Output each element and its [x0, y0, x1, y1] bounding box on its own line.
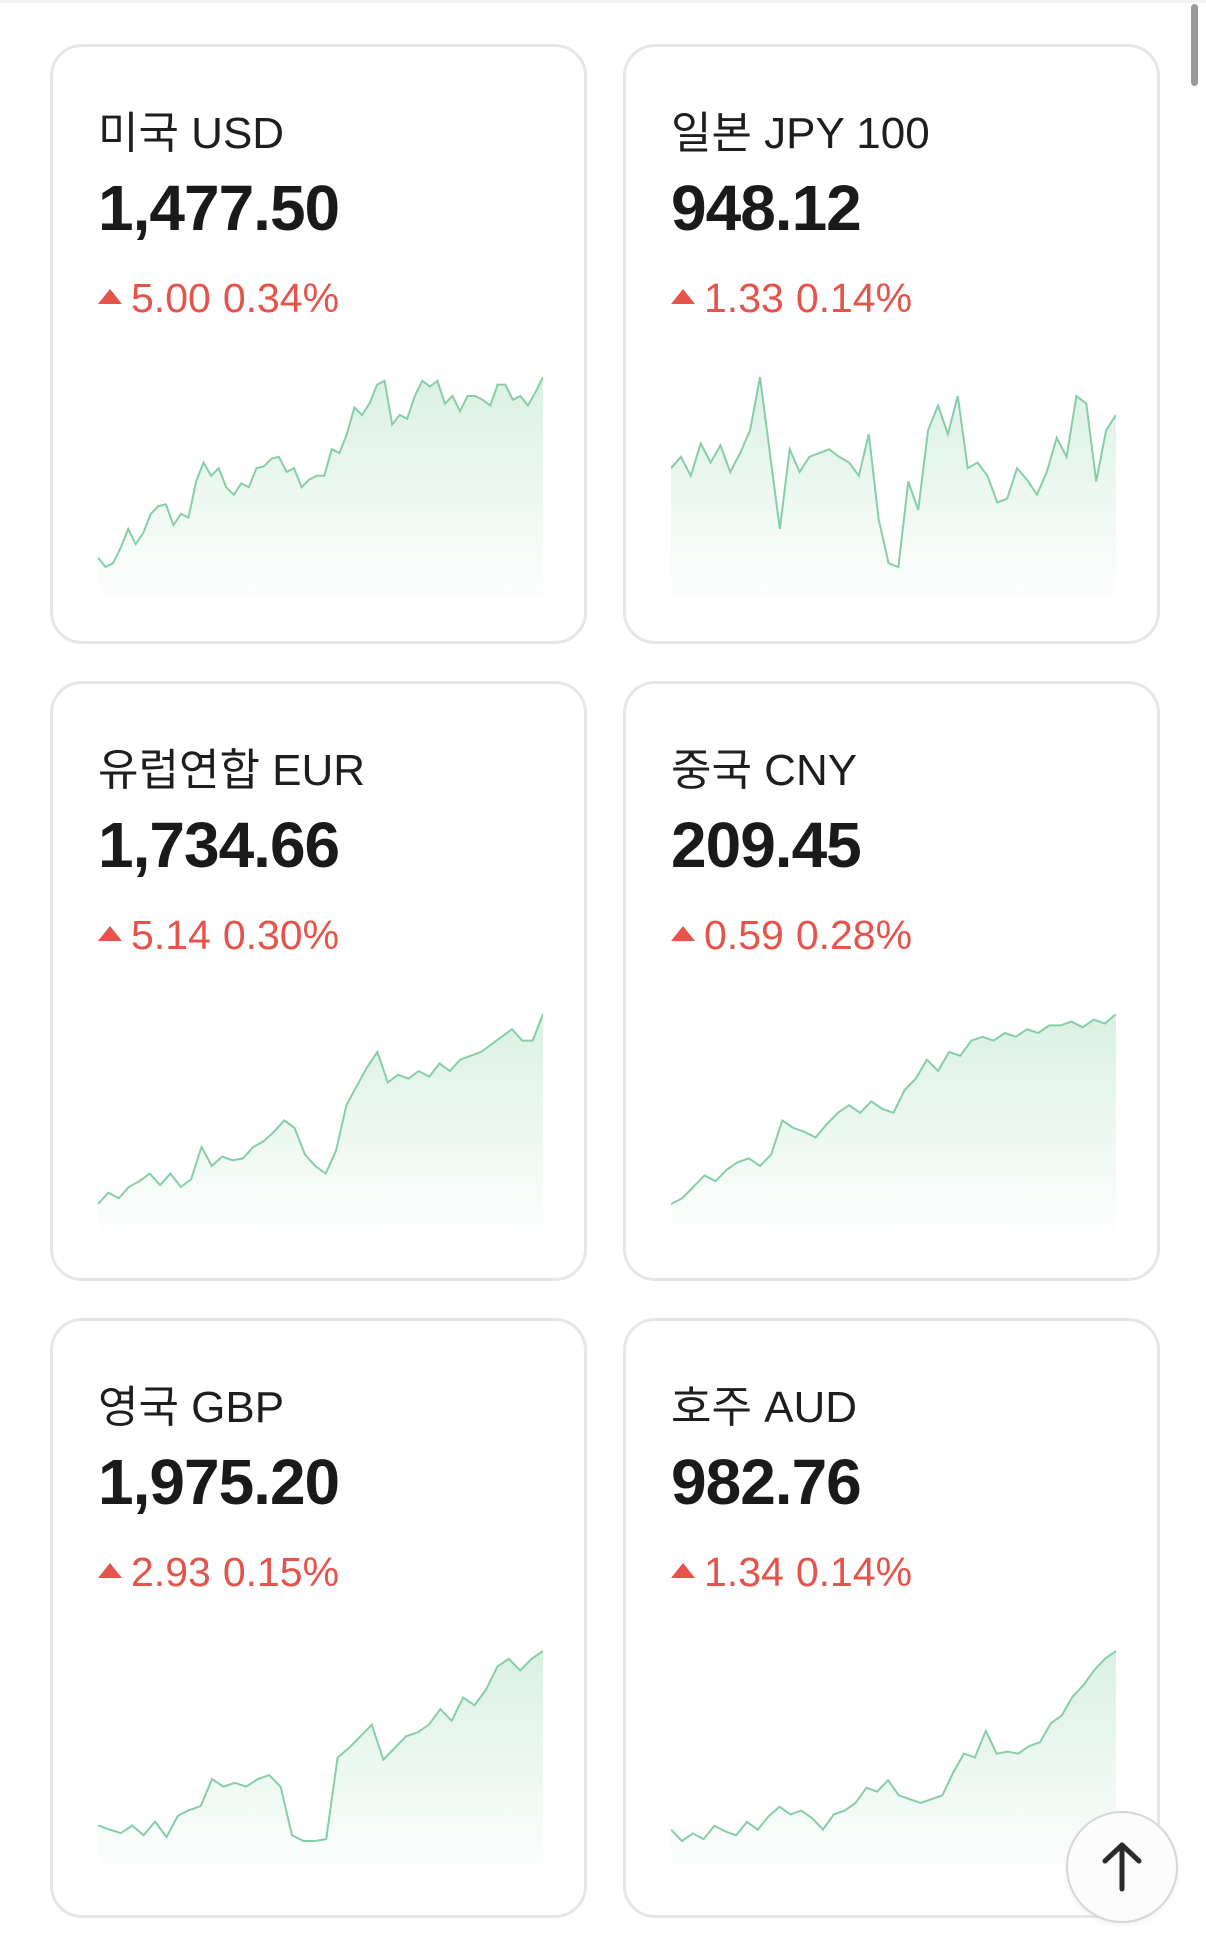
- sparkline-area: [98, 1651, 543, 1871]
- sparkline-area: [98, 1014, 543, 1234]
- change-percent: 0.30%: [222, 912, 340, 958]
- change-amount: 5.14: [131, 912, 211, 958]
- currency-name: 일본 JPY 100: [671, 109, 930, 158]
- currency-name: 유럽연합 EUR: [98, 746, 366, 795]
- sparkline-line: [98, 376, 543, 569]
- up-triangle-icon: [98, 926, 122, 941]
- exchange-rate: 948.12: [671, 172, 862, 244]
- sparkline-area: [671, 1014, 1116, 1234]
- up-triangle-icon: [98, 289, 122, 304]
- top-divider: [0, 0, 1206, 3]
- sparkline-chart: [671, 376, 1116, 597]
- exchange-rate: 982.76: [671, 1446, 862, 1518]
- arrow-up-icon: [1102, 1842, 1142, 1892]
- change-row: 0.59 0.28%: [671, 912, 912, 959]
- up-triangle-icon: [671, 1563, 695, 1578]
- exchange-rate: 209.45: [671, 809, 862, 881]
- sparkline-line: [671, 1013, 1116, 1205]
- scroll-to-top-button[interactable]: [1066, 1811, 1178, 1923]
- change-amount: 2.93: [131, 1549, 211, 1595]
- exchange-rate: 1,477.50: [98, 172, 340, 244]
- sparkline-area: [98, 377, 543, 597]
- sparkline-area: [671, 1651, 1116, 1871]
- currency-card-usd[interactable]: 미국 USD 1,477.50 5.00 0.34%: [50, 44, 587, 644]
- change-amount: 0.59: [704, 912, 784, 958]
- sparkline-chart: [98, 376, 543, 597]
- up-triangle-icon: [98, 1563, 122, 1578]
- sparkline-chart: [98, 1650, 543, 1871]
- currency-card-gbp[interactable]: 영국 GBP 1,975.20 2.93 0.15%: [50, 1318, 587, 1918]
- change-row: 5.00 0.34%: [98, 275, 339, 322]
- sparkline-chart: [671, 1650, 1116, 1871]
- sparkline-line: [671, 1650, 1116, 1843]
- change-percent: 0.14%: [795, 275, 913, 321]
- change-percent: 0.28%: [795, 912, 913, 958]
- sparkline-line: [671, 376, 1116, 569]
- currency-name: 미국 USD: [98, 109, 285, 158]
- currency-name: 호주 AUD: [671, 1383, 858, 1432]
- up-triangle-icon: [671, 289, 695, 304]
- change-percent: 0.14%: [795, 1549, 913, 1595]
- currency-card-cny[interactable]: 중국 CNY 209.45 0.59 0.28%: [623, 681, 1160, 1281]
- currency-name: 영국 GBP: [98, 1383, 285, 1432]
- sparkline-chart: [671, 1013, 1116, 1234]
- change-row: 2.93 0.15%: [98, 1549, 339, 1596]
- sparkline-area: [671, 377, 1116, 597]
- up-triangle-icon: [671, 926, 695, 941]
- currency-card-jpy[interactable]: 일본 JPY 100 948.12 1.33 0.14%: [623, 44, 1160, 644]
- sparkline-chart: [98, 1013, 543, 1234]
- change-amount: 1.33: [704, 275, 784, 321]
- sparkline-line: [98, 1650, 543, 1842]
- exchange-rate: 1,734.66: [98, 809, 340, 881]
- change-percent: 0.15%: [222, 1549, 340, 1595]
- exchange-rate: 1,975.20: [98, 1446, 340, 1518]
- change-percent: 0.34%: [222, 275, 340, 321]
- currency-card-eur[interactable]: 유럽연합 EUR 1,734.66 5.14 0.30%: [50, 681, 587, 1281]
- scrollbar[interactable]: [1191, 4, 1198, 86]
- exchange-rate-grid: 미국 USD 1,477.50 5.00 0.34% 일본 JPY 100 948…: [50, 44, 1160, 1918]
- change-amount: 5.00: [131, 275, 211, 321]
- currency-card-aud[interactable]: 호주 AUD 982.76 1.34 0.14%: [623, 1318, 1160, 1918]
- sparkline-line: [98, 1013, 543, 1205]
- change-row: 1.33 0.14%: [671, 275, 912, 322]
- change-row: 1.34 0.14%: [671, 1549, 912, 1596]
- currency-name: 중국 CNY: [671, 746, 858, 795]
- change-amount: 1.34: [704, 1549, 784, 1595]
- change-row: 5.14 0.30%: [98, 912, 339, 959]
